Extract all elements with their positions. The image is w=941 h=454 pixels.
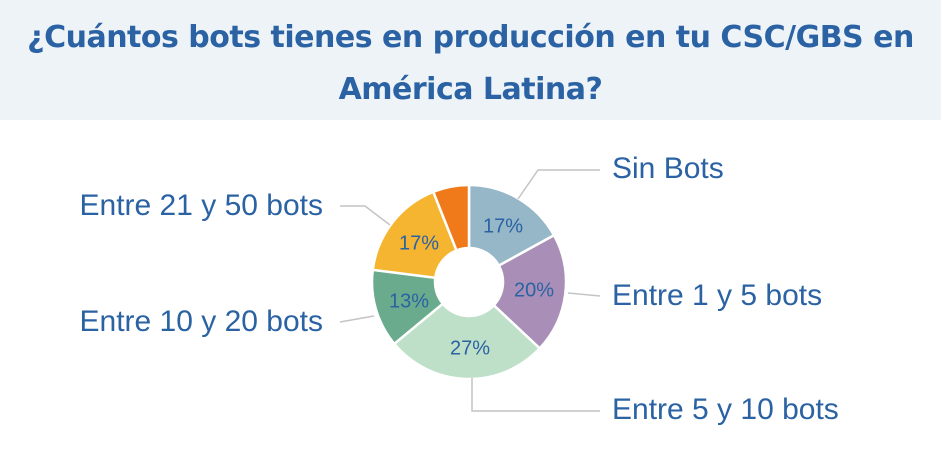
slice-sin-bots xyxy=(467,183,556,268)
slice-1-5-bots xyxy=(492,233,568,351)
category-label: Sin Bots xyxy=(612,152,724,185)
leader-line xyxy=(471,378,600,412)
title-banner: ¿Cuántos bots tienes en producción en tu… xyxy=(0,0,941,120)
chart-title: ¿Cuántos bots tienes en producción en tu… xyxy=(27,20,914,107)
percent-label: 27% xyxy=(450,337,490,359)
percent-label: 17% xyxy=(483,215,523,237)
leader-line xyxy=(567,292,601,297)
percent-label: 20% xyxy=(514,279,554,301)
percent-label: 13% xyxy=(389,290,429,312)
slice-5-10-bots xyxy=(392,301,542,381)
leader-line xyxy=(517,169,600,200)
percent-label: 17% xyxy=(399,232,439,254)
category-label: Entre 1 y 5 bots xyxy=(612,279,822,312)
slice-other xyxy=(431,183,471,253)
category-label: Entre 5 y 10 bots xyxy=(612,393,839,426)
leader-line xyxy=(340,205,391,226)
category-label: Entre 10 y 20 bots xyxy=(80,305,324,338)
slice-21-50-bots xyxy=(371,190,459,280)
leader-line xyxy=(339,315,375,323)
category-label: Entre 21 y 50 bots xyxy=(80,189,324,222)
